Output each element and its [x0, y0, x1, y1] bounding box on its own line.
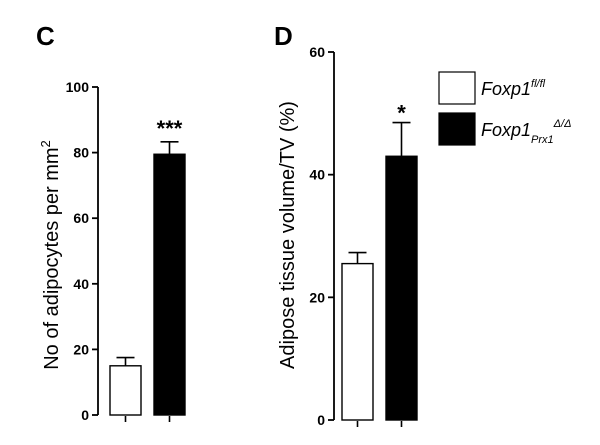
panel-d-y-axis: 0 20 40 60 [309, 44, 335, 428]
panel-d-bars [341, 121, 418, 427]
panel-c-y-tick-label: 100 [66, 79, 90, 95]
panel-c: C No of adipocytes per mm2 020406080100 … [36, 21, 186, 423]
panel-c-y-tick-label: 40 [73, 276, 89, 292]
legend-label-knockout-sup: Δ/Δ [553, 118, 572, 130]
legend-label-control-sup: fl/fl [531, 78, 546, 90]
panel-d-y-tick-label: 0 [317, 412, 325, 428]
panel-c-ylabel: No of adipocytes per mm2 [38, 140, 63, 370]
panel-d: D Adipose tissue volume/TV (%) 0 20 40 60 * [274, 21, 418, 428]
panel-d-ylabel: Adipose tissue volume/TV (%) [277, 101, 299, 369]
panel-c-y-axis: 0 20 40 60 80 100 [66, 79, 99, 423]
panel-c-ylabel-sup: 2 [38, 140, 53, 147]
panel-c-y-tick-label: 20 [73, 341, 89, 357]
legend-label-knockout-text: Foxp1 [481, 120, 531, 140]
panel-d-y-tick-label: 40 [309, 167, 325, 183]
legend-swatch-control [438, 71, 476, 105]
panel-d-letter: D [274, 21, 293, 51]
panel-d-bar-knockout [385, 155, 418, 421]
panel-c-y-tick-label: 80 [73, 145, 89, 161]
legend-swatch-knockout [438, 112, 476, 146]
legend-label-control: Foxp1fl/fl [481, 78, 546, 99]
panel-d-y-tick-label: 20 [309, 289, 325, 305]
legend-label-knockout: Foxp1Prx1 Δ/Δ [481, 118, 571, 146]
legend-label-knockout-sub: Prx1 [531, 134, 554, 146]
panel-c-bar-knockout [153, 153, 186, 416]
panel-d-significance: * [397, 101, 406, 126]
panel-c-significance: *** [157, 116, 183, 141]
legend-label-control-text: Foxp1 [481, 79, 531, 99]
panel-c-bars [109, 140, 186, 422]
panel-c-letter: C [36, 21, 55, 51]
legend: Foxp1fl/fl Foxp1Prx1Δ/Δ [438, 71, 571, 146]
panel-c-y-tick-label: 0 [81, 407, 89, 423]
panel-d-y-tick-label: 60 [309, 44, 325, 60]
panel-c-ylabel-text: No of adipocytes per mm [41, 147, 63, 369]
panel-d-bar-control [341, 262, 374, 421]
panel-c-bar-control [109, 365, 142, 416]
panel-c-y-tick-label: 60 [73, 210, 89, 226]
